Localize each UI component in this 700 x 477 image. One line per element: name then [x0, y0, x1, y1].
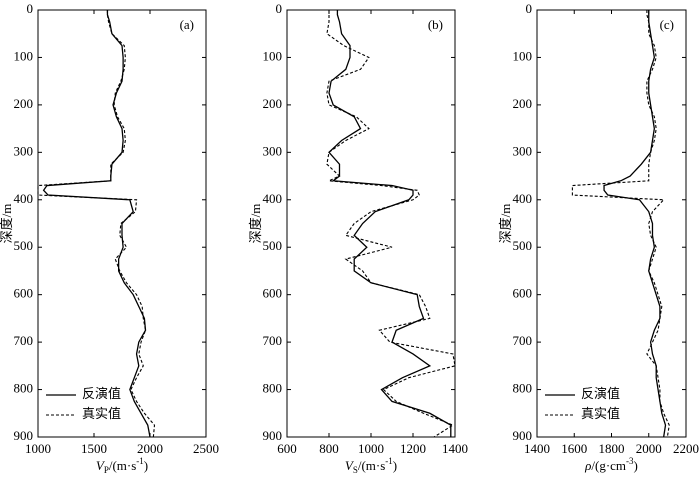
- plot-frame: [286, 9, 456, 438]
- axis-superscript: -1: [136, 456, 144, 466]
- x-axis-label: ρ/(g·cm-3): [584, 456, 638, 473]
- y-tick-label: 900: [263, 428, 283, 443]
- y-tick-label: 100: [513, 48, 533, 63]
- y-tick-label: 700: [263, 333, 283, 348]
- axis-unit: /(m·s: [109, 458, 136, 473]
- x-tick-label: 1400: [524, 441, 550, 456]
- x-tick-label: 1200: [400, 441, 426, 456]
- axis-unit-close: ): [634, 458, 638, 473]
- y-tick-label: 0: [276, 1, 283, 16]
- y-tick-label: 400: [513, 191, 533, 206]
- x-axis-label: VS/(m·s-1): [345, 456, 397, 475]
- x-tick-label: 1000: [358, 441, 384, 456]
- y-axis-label: 深度/m: [498, 204, 513, 244]
- y-tick-label: 100: [263, 48, 283, 63]
- axis-subscript: P: [104, 465, 109, 475]
- x-tick-label: 2200: [673, 441, 699, 456]
- legend-label: 反演值: [581, 386, 620, 401]
- axis-superscript: -3: [626, 456, 634, 466]
- y-tick-label: 0: [27, 1, 34, 16]
- y-tick-label: 600: [14, 286, 34, 301]
- x-tick-label: 1600: [561, 441, 587, 456]
- y-tick-label: 600: [513, 286, 533, 301]
- y-axis-label: 深度/m: [0, 204, 14, 244]
- y-tick-label: 0: [526, 1, 533, 16]
- legend-label: 真实值: [82, 406, 121, 421]
- y-tick-label: 500: [513, 238, 533, 253]
- x-tick-label: 1800: [599, 441, 625, 456]
- inverted-curve: [603, 10, 667, 438]
- y-tick-label: 200: [513, 96, 533, 111]
- axis-variable: V: [345, 458, 355, 473]
- x-tick-label: 1400: [442, 441, 468, 456]
- axis-variable: V: [96, 458, 106, 473]
- y-tick-label: 400: [263, 191, 283, 206]
- axis-unit: /(m·s: [358, 458, 385, 473]
- y-tick-label: 200: [14, 96, 34, 111]
- plot-frame: [37, 9, 207, 438]
- axis-subscript: S: [353, 465, 358, 475]
- plot-frame: [536, 9, 687, 438]
- y-tick-label: 500: [14, 238, 34, 253]
- y-tick-label: 800: [513, 381, 533, 396]
- true-curve: [326, 10, 456, 438]
- y-tick-label: 500: [263, 238, 283, 253]
- panel-label: (a): [180, 17, 194, 32]
- y-tick-label: 400: [14, 191, 34, 206]
- axis-superscript: -1: [385, 456, 393, 466]
- y-tick-label: 100: [14, 48, 34, 63]
- y-tick-label: 300: [14, 143, 34, 158]
- panel-label: (c): [660, 17, 674, 32]
- y-tick-label: 700: [513, 333, 533, 348]
- y-tick-label: 700: [14, 333, 34, 348]
- y-tick-label: 900: [513, 428, 533, 443]
- axis-unit-close: ): [144, 458, 148, 473]
- y-tick-label: 300: [513, 143, 533, 158]
- axis-variable: ρ: [584, 458, 591, 473]
- y-axis-label: 深度/m: [248, 204, 263, 244]
- axis-unit: /(g·cm: [591, 458, 626, 473]
- x-axis-label: VP/(m·s-1): [96, 456, 148, 475]
- y-tick-label: 200: [263, 96, 283, 111]
- x-tick-label: 1500: [81, 441, 107, 456]
- true-curve: [37, 10, 156, 438]
- y-tick-label: 800: [14, 381, 34, 396]
- x-tick-label: 600: [277, 441, 297, 456]
- x-tick-label: 2000: [137, 441, 163, 456]
- x-tick-label: 2500: [193, 441, 219, 456]
- y-tick-label: 900: [14, 428, 34, 443]
- y-tick-label: 600: [263, 286, 283, 301]
- inverted-curve: [42, 10, 151, 438]
- x-tick-label: 800: [319, 441, 339, 456]
- x-tick-label: 2000: [636, 441, 662, 456]
- axis-unit-close: ): [393, 458, 397, 473]
- panel-label: (b): [428, 17, 443, 32]
- inverted-curve: [328, 10, 452, 437]
- true-curve: [571, 10, 670, 438]
- x-tick-label: 1000: [25, 441, 51, 456]
- y-tick-label: 800: [263, 381, 283, 396]
- legend-label: 反演值: [82, 386, 121, 401]
- y-tick-label: 300: [263, 143, 283, 158]
- legend-label: 真实值: [581, 406, 620, 421]
